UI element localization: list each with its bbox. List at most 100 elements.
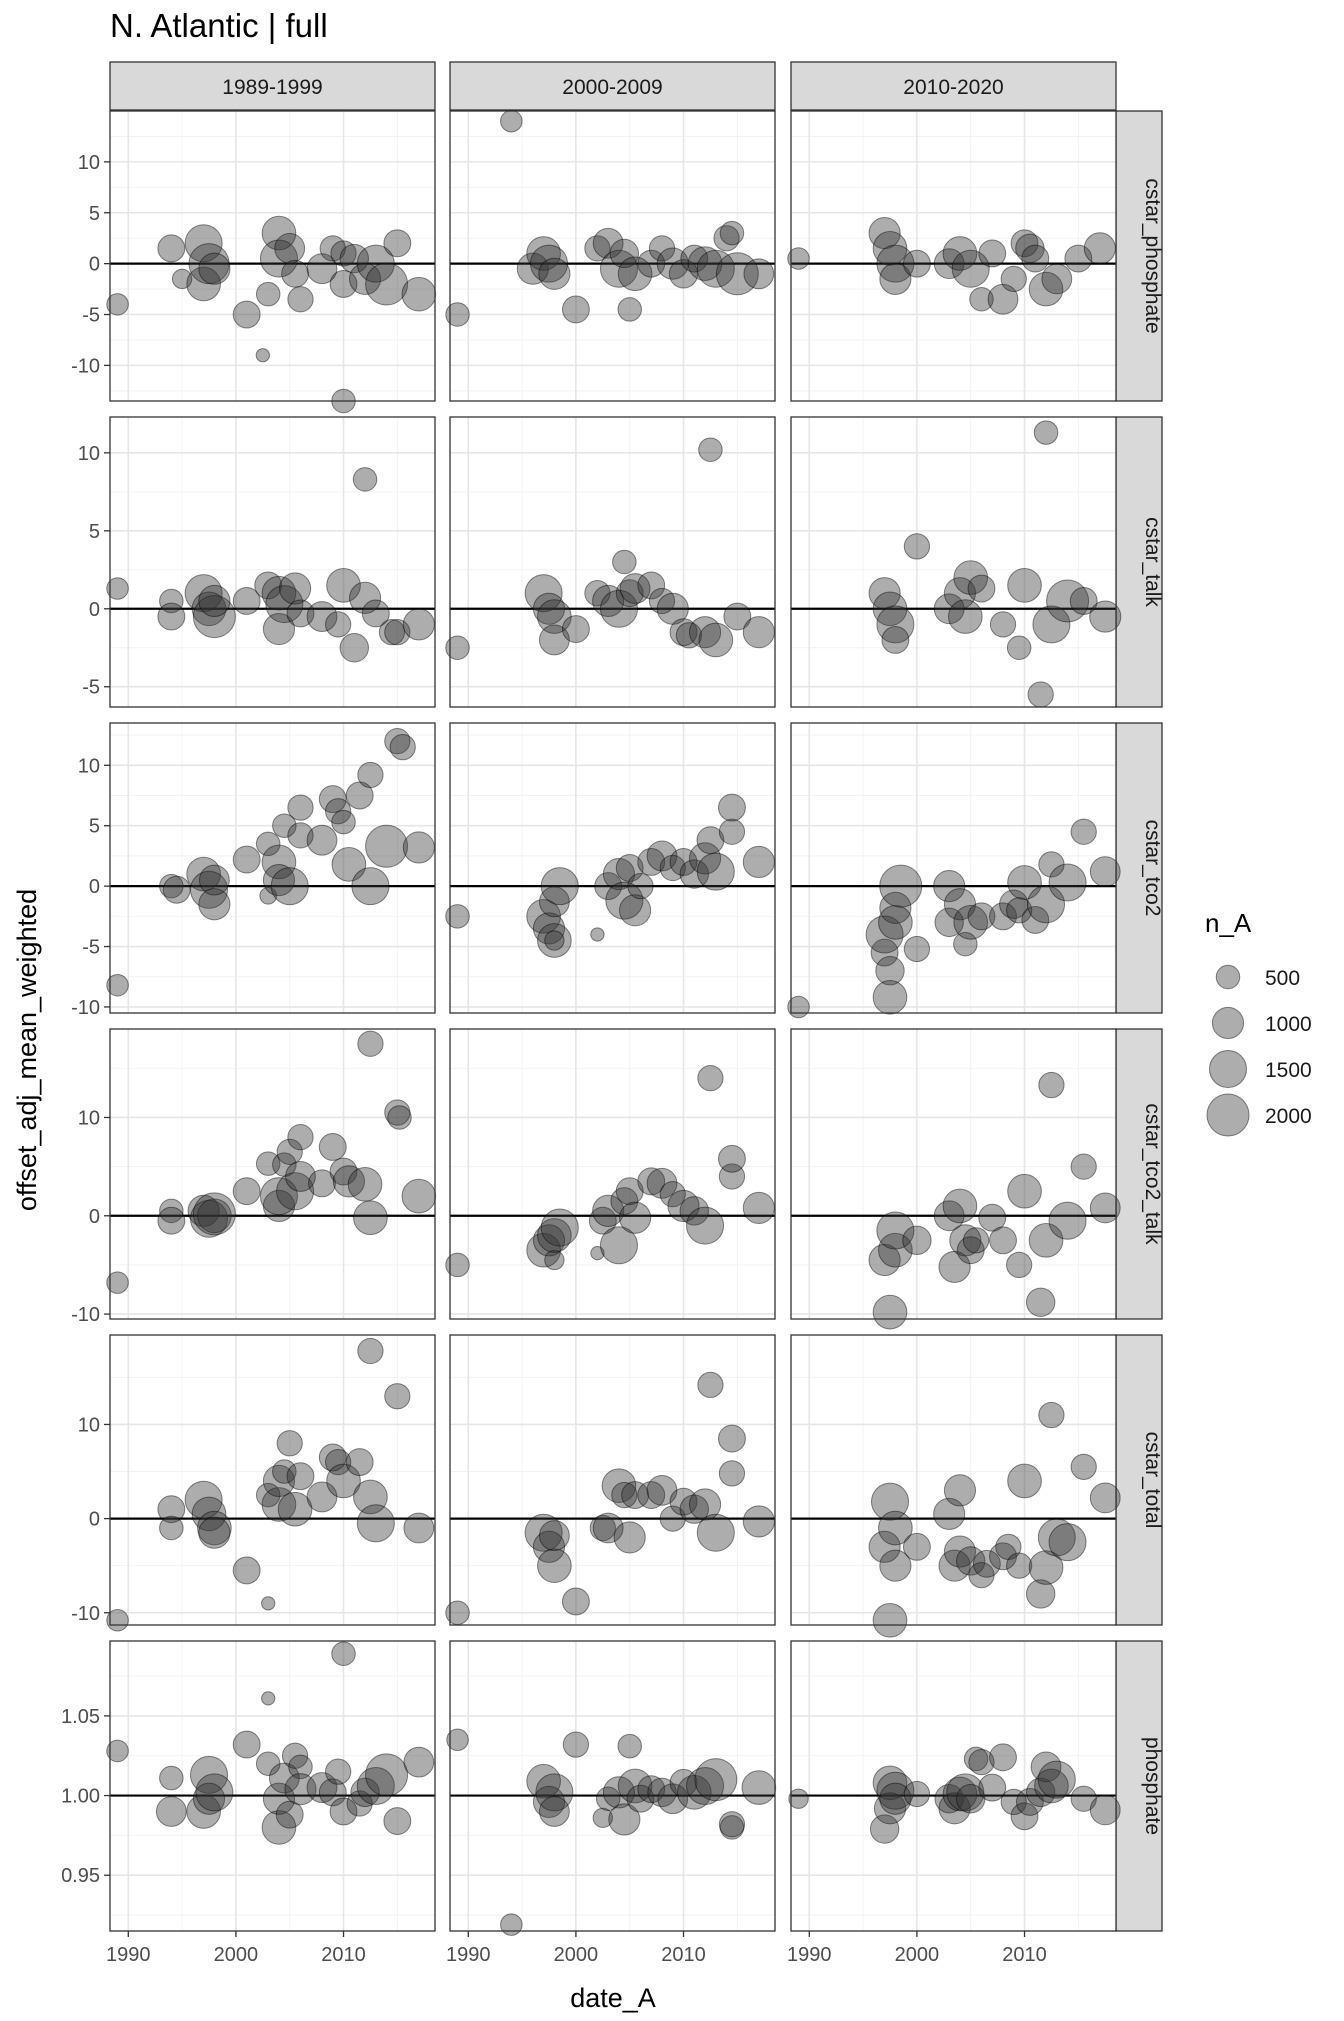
data-point bbox=[259, 239, 298, 278]
data-point bbox=[562, 1731, 590, 1758]
data-point bbox=[318, 785, 347, 814]
data-point bbox=[865, 915, 904, 954]
data-point bbox=[353, 1479, 388, 1515]
x-tick-label: 2000 bbox=[214, 1944, 259, 1966]
data-point bbox=[339, 633, 369, 663]
data-point bbox=[876, 1211, 915, 1250]
panel-cstar_phosphate-2 bbox=[445, 109, 776, 402]
data-point bbox=[538, 1520, 570, 1551]
data-point bbox=[1037, 1760, 1076, 1799]
data-point bbox=[962, 1227, 990, 1254]
data-point bbox=[1070, 1453, 1097, 1480]
data-point bbox=[356, 1504, 395, 1543]
data-point bbox=[306, 253, 338, 285]
y-tick-label: 10 bbox=[78, 152, 100, 174]
data-point bbox=[191, 591, 227, 627]
row-strip-label: cstar_phosphate bbox=[1141, 178, 1164, 333]
data-point bbox=[106, 1609, 129, 1632]
data-point bbox=[157, 234, 186, 263]
data-point bbox=[968, 1561, 995, 1589]
data-point bbox=[741, 1770, 777, 1805]
data-point bbox=[1025, 1579, 1056, 1609]
data-point bbox=[561, 295, 590, 324]
data-point bbox=[592, 1512, 624, 1544]
data-point bbox=[946, 1773, 985, 1812]
data-point bbox=[538, 1796, 570, 1827]
row-strip: cstar_phosphate bbox=[1115, 110, 1164, 402]
data-point bbox=[688, 1488, 722, 1521]
data-point bbox=[276, 1172, 315, 1211]
panel-phosphate-3 bbox=[788, 1640, 1121, 1932]
data-point bbox=[787, 995, 810, 1019]
data-point bbox=[656, 247, 689, 280]
data-point bbox=[255, 1151, 281, 1176]
data-point bbox=[261, 1691, 276, 1706]
y-tick-label: 1.05 bbox=[61, 1706, 100, 1728]
data-point bbox=[615, 1177, 644, 1206]
panel-phosphate-2 bbox=[446, 1640, 777, 1936]
data-point bbox=[602, 857, 636, 891]
data-point bbox=[696, 1513, 735, 1552]
column-strip-label: 1989-1999 bbox=[222, 76, 322, 99]
data-point bbox=[627, 872, 654, 900]
data-point bbox=[1064, 244, 1093, 273]
data-point bbox=[357, 761, 384, 789]
data-point bbox=[742, 1191, 775, 1224]
data-point bbox=[285, 1161, 316, 1192]
data-point bbox=[325, 1758, 352, 1785]
data-point bbox=[445, 1600, 470, 1626]
y-axis-label: offset_adj_mean_weighted bbox=[12, 889, 42, 1211]
data-point bbox=[1048, 1201, 1087, 1240]
data-point bbox=[637, 249, 666, 278]
data-point bbox=[347, 1166, 383, 1202]
data-point bbox=[186, 856, 221, 892]
data-point bbox=[232, 1556, 261, 1585]
data-point bbox=[698, 622, 734, 658]
data-point bbox=[171, 268, 193, 290]
data-point bbox=[356, 1766, 395, 1806]
y-tick-label: -5 bbox=[82, 305, 100, 327]
data-point bbox=[537, 1548, 572, 1584]
data-point bbox=[191, 1496, 227, 1532]
data-point bbox=[948, 599, 983, 634]
data-point bbox=[159, 1515, 184, 1541]
data-point bbox=[162, 875, 191, 904]
data-point bbox=[989, 1743, 1017, 1772]
data-point bbox=[659, 1181, 686, 1208]
data-point bbox=[261, 1487, 297, 1522]
data-point bbox=[1083, 232, 1116, 265]
data-point bbox=[197, 1198, 232, 1234]
data-point bbox=[595, 1786, 621, 1811]
data-point bbox=[1021, 906, 1050, 934]
data-point bbox=[881, 626, 910, 654]
data-point bbox=[529, 244, 569, 283]
data-point bbox=[594, 872, 623, 901]
data-point bbox=[611, 1481, 638, 1509]
x-tick-label: 1990 bbox=[446, 1944, 491, 1966]
data-point bbox=[356, 244, 395, 283]
data-point bbox=[1015, 1787, 1044, 1816]
y-tick-label: 0 bbox=[89, 254, 100, 276]
legend-item: 500 bbox=[1215, 964, 1300, 990]
data-point bbox=[1069, 587, 1098, 615]
data-point bbox=[1089, 600, 1122, 633]
data-point bbox=[949, 1224, 982, 1257]
data-point bbox=[1028, 271, 1064, 307]
data-point bbox=[687, 246, 723, 281]
data-point bbox=[272, 1152, 297, 1177]
panel-cstar_tco2_talk-3 bbox=[790, 1028, 1121, 1330]
data-point bbox=[879, 1782, 912, 1815]
data-point bbox=[659, 854, 686, 882]
panel-border bbox=[790, 1640, 1117, 1932]
data-point bbox=[384, 1099, 411, 1126]
column-strip: 1989-1999 bbox=[109, 61, 436, 111]
data-point bbox=[268, 1762, 300, 1794]
data-point bbox=[357, 1030, 384, 1057]
data-point bbox=[232, 587, 261, 615]
data-point bbox=[265, 585, 304, 624]
data-point bbox=[1000, 265, 1027, 293]
data-point bbox=[1030, 1751, 1062, 1783]
data-point bbox=[875, 956, 905, 986]
legend-key bbox=[1211, 1006, 1245, 1040]
data-point bbox=[286, 599, 315, 628]
